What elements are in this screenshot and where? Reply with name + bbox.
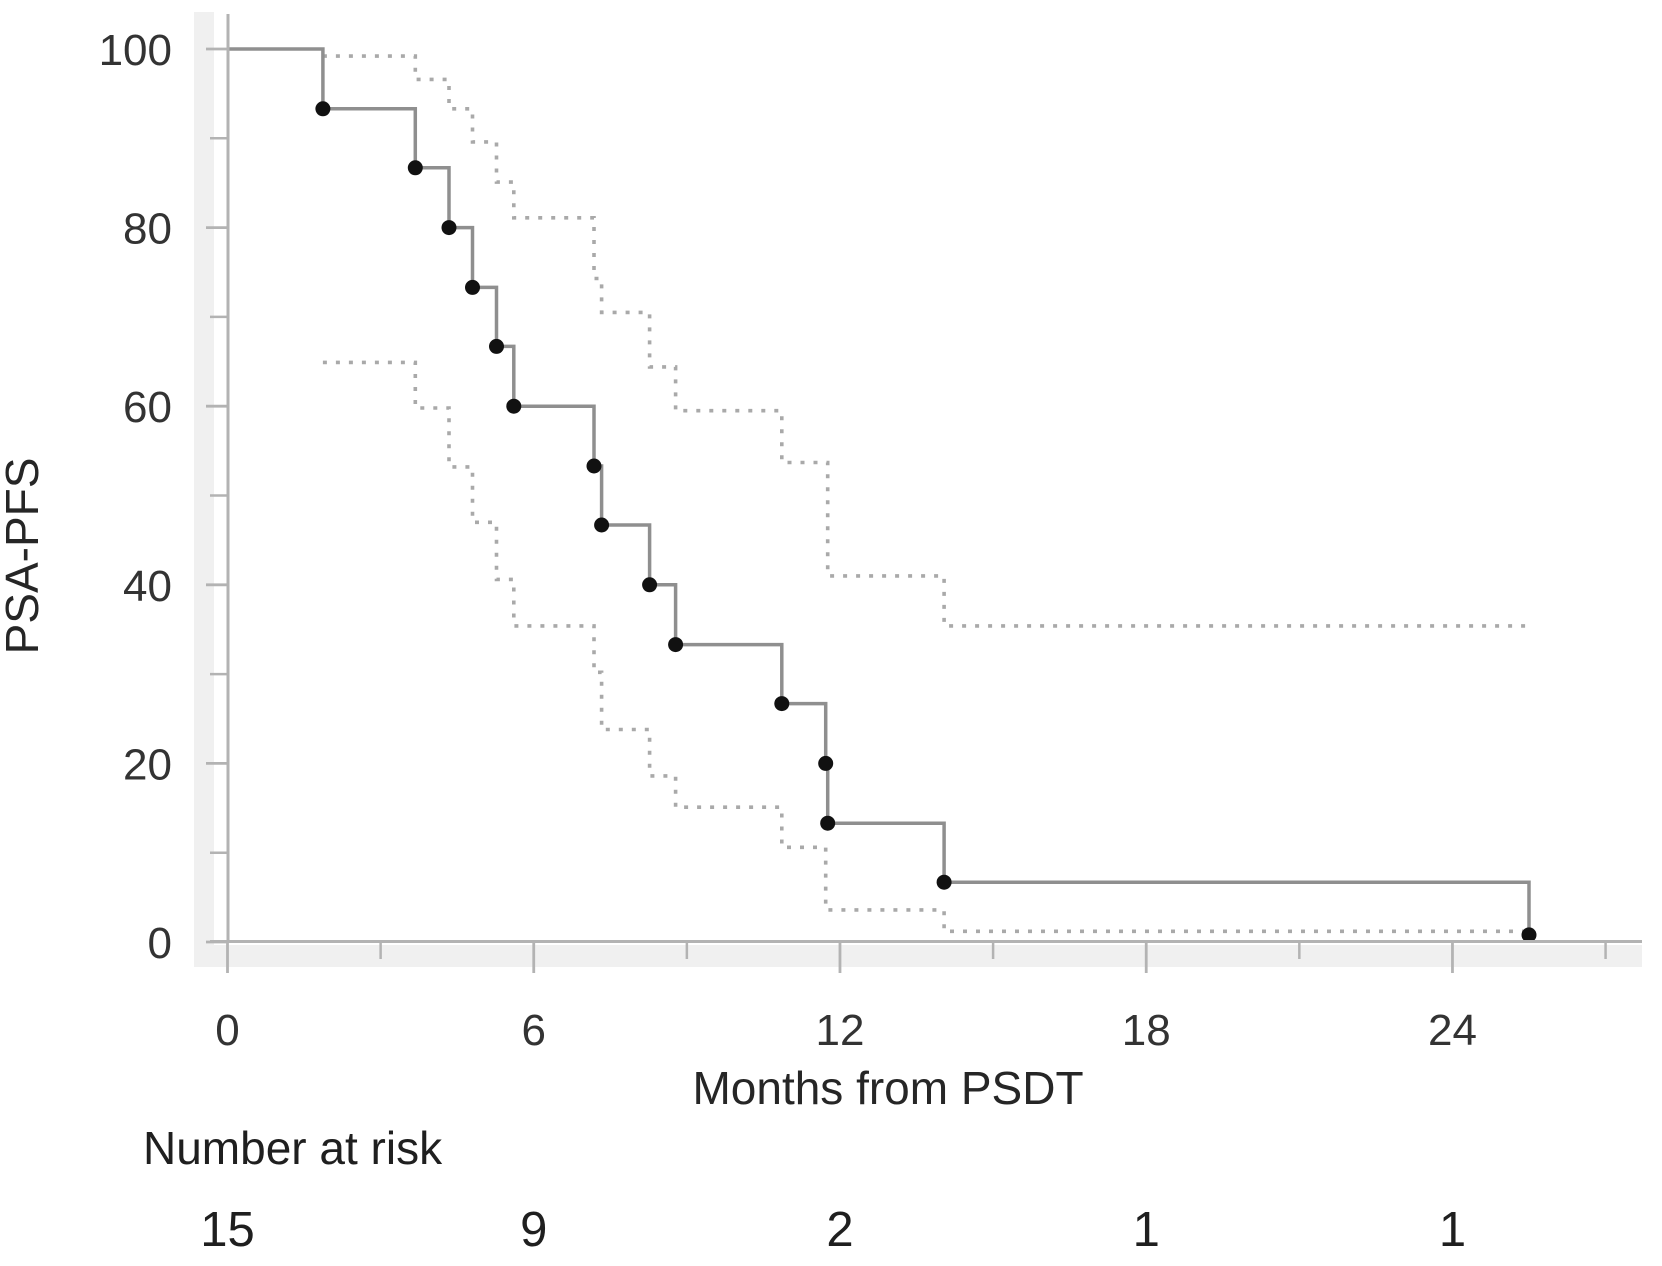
x-axis-title: Months from PSDT: [692, 1062, 1083, 1114]
number-at-risk-count: 15: [200, 1203, 255, 1257]
number-at-risk-count: 1: [1439, 1203, 1466, 1257]
event-marker: [489, 338, 504, 354]
panel-band-bottom: [194, 945, 1642, 967]
event-marker: [774, 696, 790, 712]
event-marker: [594, 517, 610, 533]
number-at-risk-count: 9: [520, 1203, 547, 1257]
x-tick-label: 18: [1122, 1006, 1171, 1055]
number-at-risk-label: Number at risk: [143, 1122, 443, 1174]
x-tick-label: 0: [215, 1006, 239, 1055]
y-tick-label: 100: [99, 26, 172, 75]
number-at-risk-count: 2: [826, 1203, 853, 1257]
event-marker: [315, 101, 331, 117]
event-marker: [1521, 927, 1537, 943]
event-marker: [441, 220, 457, 236]
y-tick-label: 60: [123, 383, 172, 432]
event-marker: [936, 874, 952, 890]
y-tick-label: 20: [123, 740, 172, 789]
event-marker: [818, 755, 834, 771]
lower-ci-curve: [322, 360, 1527, 934]
event-marker: [586, 458, 602, 474]
km-step-curve: [227, 47, 1531, 935]
event-marker: [668, 637, 684, 653]
y-tick-label: 0: [148, 919, 172, 968]
event-marker: [506, 398, 522, 414]
y-axis-title: PSA-PFS: [0, 458, 48, 655]
x-tick-label: 12: [816, 1006, 865, 1055]
event-marker: [642, 577, 658, 593]
x-tick-label: 24: [1428, 1006, 1477, 1055]
panel-band-left: [194, 12, 214, 965]
upper-ci-curve: [322, 54, 1527, 628]
y-tick-label: 80: [123, 205, 172, 254]
event-marker: [465, 279, 480, 295]
event-marker: [820, 815, 836, 831]
y-tick-label: 40: [123, 562, 172, 611]
chart-plot-area: 0 20 40 60 80 100 0 6 12 18 24 15 9 2 1 1: [99, 12, 1642, 1257]
event-marker: [407, 160, 423, 176]
number-at-risk-count: 1: [1133, 1203, 1160, 1257]
x-tick-label: 6: [521, 1006, 545, 1055]
